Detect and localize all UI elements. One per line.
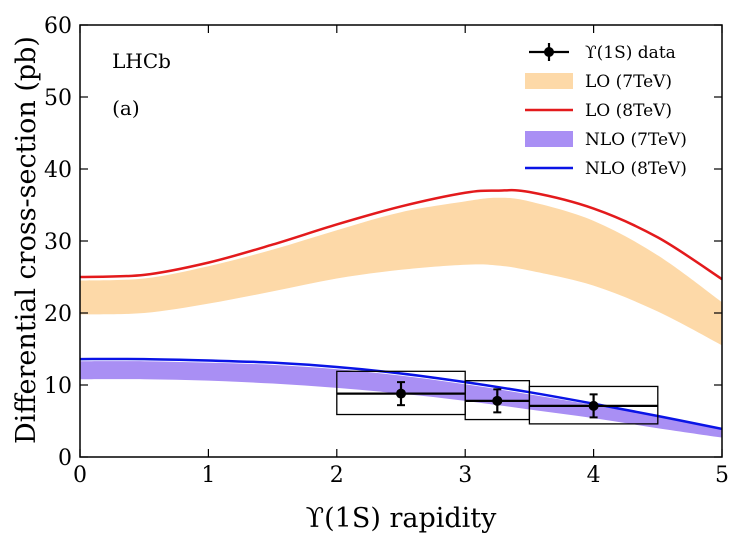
- legend-label--1s-data: ϒ(1S) data: [585, 43, 676, 63]
- x-tick-label-2: 2: [330, 463, 344, 488]
- lines-layer: [80, 188, 722, 431]
- legend-label-nlo-7tev-: NLO (7TeV): [585, 130, 687, 150]
- bands-layer: [80, 197, 722, 438]
- band-lo-7tev-: [80, 197, 722, 346]
- legend-swatch-nlo-7tev-: [525, 131, 573, 147]
- band-nlo-7tev-: [80, 361, 722, 438]
- x-tick-label-4: 4: [587, 463, 601, 488]
- y-tick-label-0: 0: [58, 446, 72, 471]
- y-tick-label-6: 60: [44, 14, 72, 39]
- x-tick-label-0: 0: [73, 463, 87, 488]
- data-point-1: [492, 395, 503, 406]
- line-lo-8tev-: [80, 188, 722, 281]
- x-axis-label: ϒ(1S) rapidity: [306, 503, 498, 534]
- x-tick-label-1: 1: [201, 463, 215, 488]
- legend: ϒ(1S) data LO (7TeV) LO (8TeV) NLO (7TeV) NL…: [525, 43, 687, 179]
- y-tick-label-2: 20: [44, 302, 72, 327]
- y-axis-label: Differential cross-section (pb): [11, 36, 42, 444]
- y-tick-label-3: 30: [44, 230, 72, 255]
- y-tick-label-1: 10: [44, 374, 72, 399]
- legend-swatch-lo-7tev-: [525, 73, 573, 89]
- annotation-panel: (a): [112, 96, 140, 120]
- data-point-2: [588, 400, 599, 411]
- y-tick-label-5: 50: [44, 86, 72, 111]
- legend-label-nlo-8tev-: NLO (8TeV): [585, 159, 687, 179]
- annotation-experiment: LHCb: [112, 49, 171, 73]
- data-layer: [336, 370, 659, 425]
- legend-label-lo-8tev-: LO (8TeV): [585, 101, 672, 121]
- y-tick-label-4: 40: [44, 158, 72, 183]
- legend-label-lo-7tev-: LO (7TeV): [585, 72, 672, 92]
- data-point-0: [396, 388, 406, 399]
- x-tick-label-3: 3: [458, 463, 472, 488]
- line-nlo-8tev-: [80, 357, 722, 431]
- legend-marker-point: [544, 47, 554, 57]
- x-tick-label-5: 5: [715, 463, 729, 488]
